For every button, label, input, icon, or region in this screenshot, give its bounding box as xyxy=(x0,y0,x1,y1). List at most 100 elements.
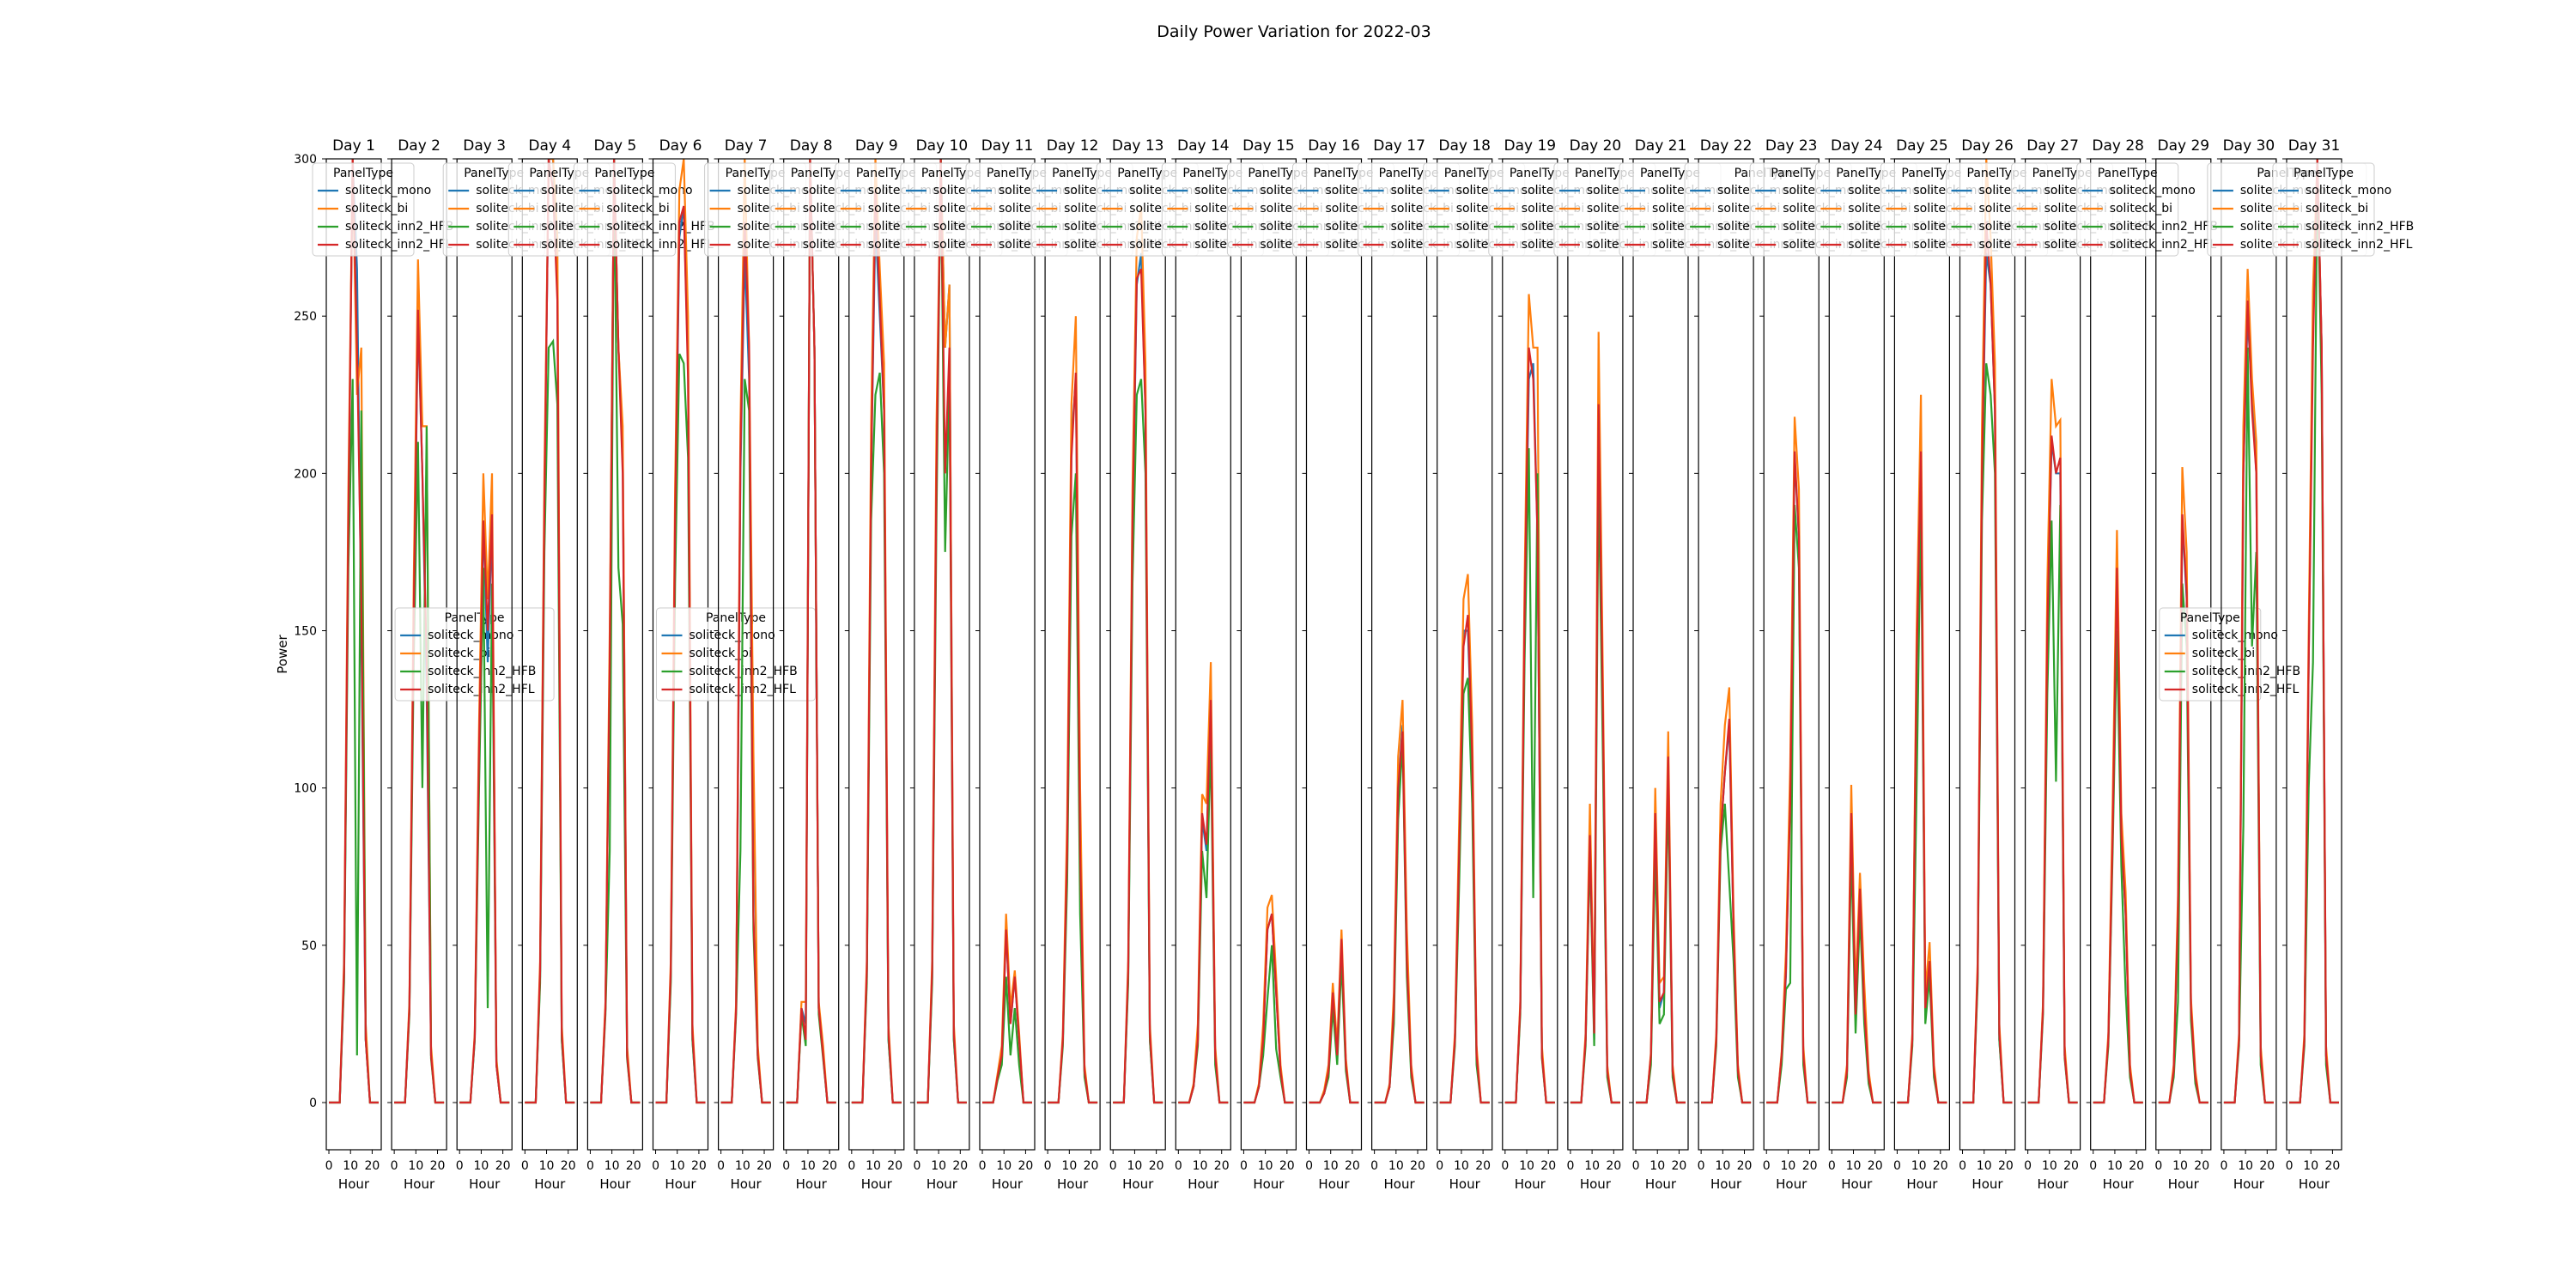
x-tick-label: 0 xyxy=(1240,1159,1248,1173)
series-line-soliteck_inn2_HFB xyxy=(1439,677,1490,1104)
panel-frame xyxy=(717,158,775,1151)
x-axis-label: Hour xyxy=(1449,1176,1481,1192)
x-tick-label: 0 xyxy=(848,1159,855,1173)
day-panel: Day 29 0 10 20 Hour PanelType soliteck_monosol… xyxy=(2151,137,2300,1192)
panel-frame xyxy=(914,158,970,1151)
x-tick-label: 0 xyxy=(1632,1159,1640,1173)
x-tick-label: 20 xyxy=(1606,1159,1621,1173)
series-line-soliteck_inn2_HFB xyxy=(1701,803,1752,1104)
panel-frame xyxy=(1632,158,1689,1151)
series-line-soliteck_inn2_HFL xyxy=(720,222,771,1104)
series-line-soliteck_inn2_HFB xyxy=(2223,347,2274,1104)
x-axis-label: Hour xyxy=(1906,1176,1938,1192)
legend-label: soliteck_bi xyxy=(345,202,408,216)
day-panel: Day 5 0 10 20 Hour PanelType soliteck_monosoli… xyxy=(573,137,715,1192)
x-tick-label: 20 xyxy=(1084,1159,1099,1173)
legend-frame xyxy=(2076,162,2179,257)
series-line-soliteck_inn2_HFL xyxy=(1048,373,1098,1104)
x-tick-label: 20 xyxy=(561,1159,576,1173)
series-line-soliteck_bi xyxy=(851,159,902,1104)
x-tick-label: 10 xyxy=(996,1159,1012,1173)
x-tick-label: 0 xyxy=(521,1159,529,1173)
series-line-soliteck_mono xyxy=(1048,379,1098,1104)
day-panel: Day 401020HourPanelTypesoliteck_monosoli… xyxy=(507,137,650,1192)
x-tick-label: 20 xyxy=(365,1159,380,1173)
x-tick-label: 10 xyxy=(2303,1159,2318,1173)
y-tick-label: 300 xyxy=(294,153,317,167)
series-line-soliteck_inn2_HFL xyxy=(1113,268,1163,1104)
legend-label: soliteck_inn2_HFL xyxy=(345,238,453,252)
x-tick-label: 10 xyxy=(539,1159,555,1173)
legend-label: soliteck_inn2_HFB xyxy=(2306,220,2414,234)
x-axis-label: Hour xyxy=(1841,1176,1873,1192)
panel-frame xyxy=(2286,158,2342,1151)
panel-frame xyxy=(1567,158,1624,1151)
x-tick-label: 0 xyxy=(2220,1159,2227,1173)
x-tick-label: 0 xyxy=(325,1159,333,1173)
panel-frame xyxy=(521,158,578,1151)
legend-label: soliteck_inn2_HFB xyxy=(606,220,714,234)
panel-title: Day 18 xyxy=(1438,137,1491,155)
x-axis-label: Hour xyxy=(2168,1176,2200,1192)
x-axis-label: Hour xyxy=(1710,1176,1742,1192)
x-tick-label: 10 xyxy=(1454,1159,1469,1173)
y-tick-label: 200 xyxy=(294,467,317,481)
panel-frame xyxy=(1893,158,1950,1151)
series-line-soliteck_inn2_HFB xyxy=(2027,504,2078,1104)
x-tick-label: 10 xyxy=(2172,1159,2188,1173)
x-tick-label: 10 xyxy=(1584,1159,1600,1173)
x-tick-label: 20 xyxy=(2194,1159,2209,1173)
series-line-soliteck_inn2_HFL xyxy=(1962,222,2013,1104)
legend-frame xyxy=(312,162,415,257)
legend-title: PanelType xyxy=(2293,167,2354,180)
legend-box: PanelType soliteck_mono soliteck_bisolitec… xyxy=(2272,162,2414,257)
x-tick-label: 0 xyxy=(1109,1159,1117,1173)
y-tick-label: 250 xyxy=(294,310,317,324)
x-tick-label: 10 xyxy=(1649,1159,1665,1173)
x-axis-label: Hour xyxy=(534,1176,566,1192)
legend-label: soliteck_mono xyxy=(2306,184,2391,197)
x-tick-label: 0 xyxy=(1959,1159,1966,1173)
x-tick-label: 10 xyxy=(343,1159,358,1173)
legend-label: soliteck_inn2_HFB xyxy=(2110,220,2218,234)
series-line-soliteck_mono xyxy=(851,222,902,1104)
x-tick-label: 10 xyxy=(1846,1159,1862,1173)
x-tick-label: 20 xyxy=(1410,1159,1425,1173)
x-tick-label: 0 xyxy=(2286,1159,2293,1173)
x-tick-label: 10 xyxy=(605,1159,620,1173)
legend-title: PanelType xyxy=(2180,611,2240,625)
x-tick-label: 20 xyxy=(1802,1159,1818,1173)
series-line-soliteck_inn2_HFB xyxy=(1243,945,1294,1104)
x-tick-label: 20 xyxy=(2129,1159,2144,1173)
x-tick-label: 10 xyxy=(866,1159,881,1173)
panel-title: Day 12 xyxy=(1047,137,1099,155)
panel-title: Day 4 xyxy=(528,137,571,155)
day-panel: Day 1301020HourPanelTypesoliteck_monosol… xyxy=(1096,137,1237,1192)
panel-title: Day 15 xyxy=(1242,137,1295,155)
legend-title: PanelType xyxy=(2098,167,2158,180)
x-tick-label: 20 xyxy=(1868,1159,1883,1173)
series-line-soliteck_inn2_HFL xyxy=(2093,568,2143,1104)
x-tick-label: 20 xyxy=(1149,1159,1164,1173)
series-line-soliteck_mono xyxy=(1243,913,1294,1104)
series-line-soliteck_bi xyxy=(2158,466,2208,1104)
series-line-soliteck_inn2_HFL xyxy=(1766,451,1817,1104)
series-line-soliteck_inn2_HFL xyxy=(2158,513,2208,1104)
day-panel: Day 1401020HourPanelTypesoliteck_monosol… xyxy=(1161,137,1303,1192)
panel-frame xyxy=(2025,158,2081,1151)
series-line-soliteck_inn2_HFL xyxy=(1504,347,1555,1104)
x-tick-label: 20 xyxy=(952,1159,968,1173)
x-tick-label: 0 xyxy=(1305,1159,1313,1173)
panel-title: Day 1 xyxy=(332,137,375,155)
x-tick-label: 10 xyxy=(1388,1159,1404,1173)
x-tick-label: 20 xyxy=(626,1159,641,1173)
series-line-soliteck_inn2_HFB xyxy=(982,976,1032,1104)
y-tick-label: 50 xyxy=(301,939,317,953)
series-line-soliteck_mono xyxy=(1178,693,1229,1104)
day-panel: Day 1601020HourPanelTypesoliteck_monosol… xyxy=(1292,137,1434,1192)
x-tick-label: 0 xyxy=(586,1159,594,1173)
panel-title: Day 17 xyxy=(1373,137,1425,155)
series-line-soliteck_bi xyxy=(1962,159,2013,1104)
x-tick-label: 20 xyxy=(1475,1159,1491,1173)
